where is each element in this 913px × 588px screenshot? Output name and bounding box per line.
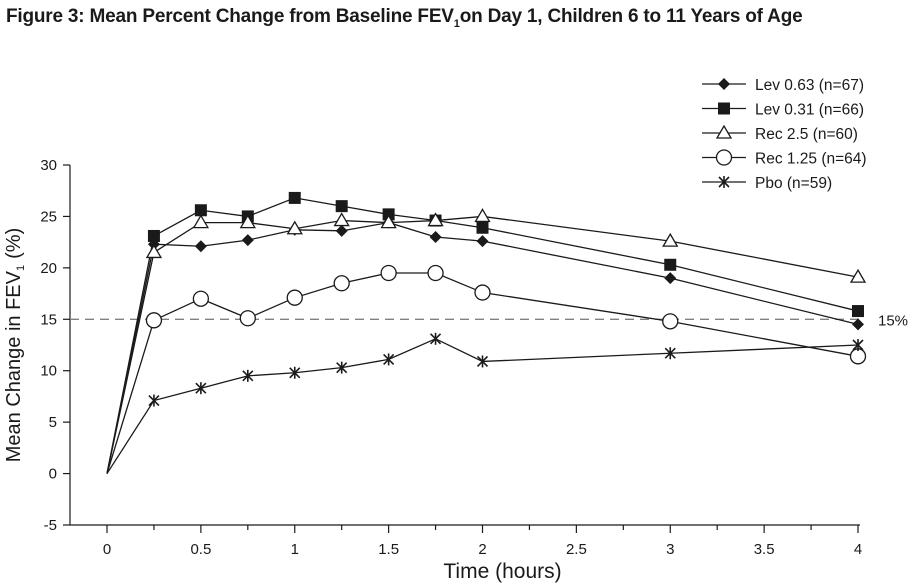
data-point	[476, 355, 489, 368]
series-3	[106, 264, 867, 474]
y-tick-label: 10	[40, 363, 57, 380]
legend-item: Rec 1.25 (n=64)	[702, 149, 867, 168]
legend-marker	[715, 149, 733, 166]
legend-label: Lev 0.63 (n=67)	[755, 77, 864, 94]
legend-marker	[718, 102, 730, 115]
legend-marker	[718, 176, 730, 188]
chart-title-tail: on Day 1, Children 6 to 11 Years of Age	[459, 6, 803, 27]
data-point	[476, 235, 489, 248]
x-tick-label: 0.5	[190, 541, 211, 558]
legend-item: Rec 2.5 (n=60)	[702, 124, 858, 143]
data-point	[335, 224, 348, 237]
y-tick-label: 0	[49, 466, 57, 483]
data-point	[849, 268, 867, 283]
legend-label: Pbo (n=59)	[755, 175, 832, 192]
series-line	[106, 272, 859, 474]
data-point	[148, 394, 160, 407]
chart-title-subscript: 1	[453, 17, 460, 30]
y-axis-label: Mean Change in FEV1 (%)	[3, 228, 27, 462]
y-tick-label: 25	[40, 208, 57, 225]
x-tick-label: 1	[291, 541, 299, 558]
legend-item: Pbo (n=59)	[702, 175, 832, 192]
data-point	[852, 318, 864, 331]
data-point	[383, 353, 395, 366]
data-point	[664, 272, 677, 285]
series-group	[106, 191, 867, 474]
data-point	[145, 312, 163, 329]
y-axis-label-subscript: 1	[15, 265, 27, 271]
reference-line-label: 15%	[878, 312, 908, 329]
data-point	[849, 348, 867, 365]
x-tick-label: 1.5	[378, 541, 399, 558]
y-tick-label: 20	[40, 260, 57, 277]
series-line	[106, 215, 859, 474]
data-point	[380, 214, 397, 229]
data-point	[192, 214, 210, 229]
series-2	[106, 208, 867, 474]
data-point	[288, 191, 301, 204]
legend-label: Rec 2.5 (n=60)	[755, 126, 858, 143]
data-point	[474, 208, 491, 223]
data-point	[239, 310, 256, 327]
x-tick-label: 3	[666, 541, 674, 558]
data-point	[194, 240, 207, 253]
series-line	[106, 221, 859, 474]
data-point	[333, 275, 350, 292]
data-point	[286, 220, 303, 235]
legend-label: Lev 0.31 (n=66)	[755, 102, 864, 119]
x-tick-label: 4	[854, 541, 862, 558]
y-tick-label: 15	[40, 311, 57, 328]
data-point	[145, 244, 163, 259]
legend-label: Rec 1.25 (n=64)	[755, 151, 867, 168]
data-point	[664, 258, 677, 271]
y-axis-label-unit: (%)	[3, 228, 25, 259]
x-axis-label: Time (hours)	[443, 560, 561, 583]
data-point	[241, 234, 254, 247]
x-tick-label: 3.5	[754, 541, 775, 558]
data-point	[380, 264, 397, 282]
data-point	[474, 284, 491, 301]
data-point	[192, 290, 210, 307]
data-point	[662, 313, 679, 330]
series-0	[106, 216, 864, 474]
x-tick-label: 0	[103, 541, 111, 558]
x-tick-label: 2.5	[566, 541, 587, 558]
legend-item: Lev 0.31 (n=66)	[702, 102, 864, 119]
data-point	[427, 212, 444, 227]
data-point	[664, 347, 676, 360]
x-tick-label: 2	[478, 541, 486, 558]
data-point	[852, 305, 864, 318]
data-point	[427, 264, 444, 282]
chart-title: Figure 3: Mean Percent Change from Basel…	[6, 6, 803, 30]
data-point	[194, 204, 207, 217]
axes: -5 0 5 10 15 20 25 30 0 0.5 1 1.5 2 2.5 3 3.5 4	[40, 157, 862, 558]
chart-title-main: Figure 3: Mean Percent Change from Basel…	[6, 6, 454, 27]
y-tick-label: -5	[44, 517, 57, 534]
y-tick-label: 30	[40, 157, 57, 174]
legend-marker	[715, 124, 733, 139]
legend-item: Lev 0.63 (n=67)	[702, 77, 864, 94]
series-1	[106, 191, 864, 474]
data-point	[336, 361, 348, 374]
reference-line-group: 15%	[70, 312, 908, 329]
data-point	[289, 366, 301, 379]
series-4	[106, 332, 864, 474]
data-point	[195, 382, 207, 395]
data-point	[239, 214, 256, 229]
legend: Lev 0.63 (n=67) Lev 0.31 (n=66) Rec 2.5 (n…	[702, 77, 867, 192]
data-point	[429, 332, 442, 345]
data-point	[429, 231, 442, 243]
y-axis-label-main: Mean Change in FEV	[3, 270, 25, 462]
data-point	[852, 339, 864, 351]
data-point	[662, 232, 679, 247]
data-point	[147, 229, 160, 242]
data-point	[286, 289, 303, 306]
legend-marker	[718, 78, 730, 90]
data-point	[333, 212, 350, 227]
data-point	[476, 221, 489, 234]
y-tick-label: 5	[49, 414, 57, 431]
data-point	[335, 200, 348, 213]
data-point	[242, 369, 254, 382]
